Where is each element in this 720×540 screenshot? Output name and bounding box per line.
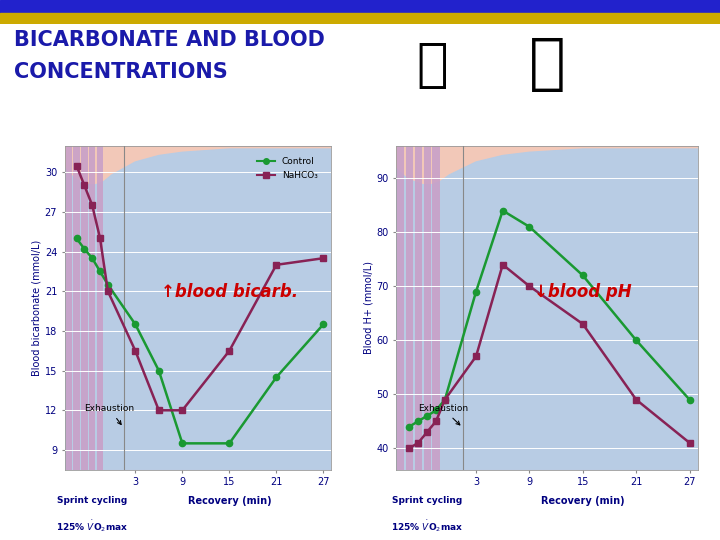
Text: Sprint cycling: Sprint cycling	[392, 496, 462, 505]
Text: Recovery (min): Recovery (min)	[187, 496, 271, 506]
Y-axis label: Blood bicarbonate (mmol/L): Blood bicarbonate (mmol/L)	[32, 240, 42, 376]
Text: BICARBONATE AND BLOOD: BICARBONATE AND BLOOD	[14, 30, 325, 50]
Bar	[433, 146, 440, 470]
Text: CONCENTRATIONS: CONCENTRATIONS	[14, 62, 228, 82]
Bar	[406, 146, 413, 470]
Legend: Control, NaHCO₃: Control, NaHCO₃	[253, 153, 321, 183]
Bar	[66, 146, 72, 470]
Text: 👍: 👍	[529, 35, 565, 94]
Text: 125% $\dot{V}$O$_2$max: 125% $\dot{V}$O$_2$max	[391, 518, 463, 534]
Polygon shape	[65, 149, 331, 470]
Polygon shape	[396, 149, 698, 470]
Y-axis label: Blood H+ (mmol/L): Blood H+ (mmol/L)	[363, 261, 373, 354]
Text: Exhaustion: Exhaustion	[84, 404, 135, 424]
Bar	[415, 146, 422, 470]
Text: Recovery (min): Recovery (min)	[541, 496, 624, 506]
Bar	[73, 146, 80, 470]
Bar	[97, 146, 103, 470]
Text: 👎: 👎	[416, 39, 448, 91]
Text: Sprint cycling: Sprint cycling	[57, 496, 127, 505]
Bar	[0, 14, 720, 24]
Bar	[0, 0, 720, 14]
Bar	[397, 146, 404, 470]
Bar	[423, 146, 431, 470]
Bar	[89, 146, 95, 470]
Text: 125% $\dot{V}$O$_2$max: 125% $\dot{V}$O$_2$max	[56, 518, 128, 534]
Text: Exhaustion: Exhaustion	[418, 404, 469, 425]
Bar	[81, 146, 88, 470]
Text: ↑blood bicarb.: ↑blood bicarb.	[161, 282, 298, 301]
Text: ↓blood pH: ↓blood pH	[534, 282, 631, 301]
